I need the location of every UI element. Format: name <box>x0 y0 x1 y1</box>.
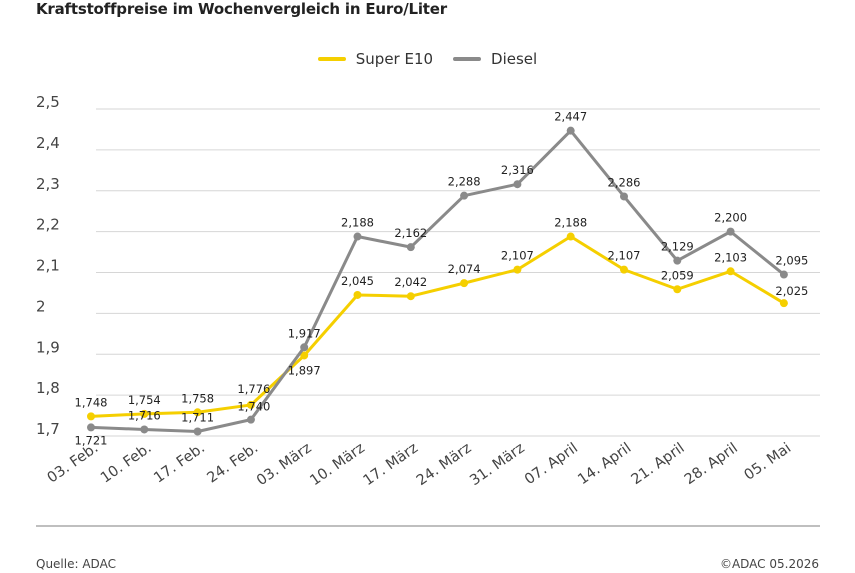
data-label-diesel: 1,711 <box>181 411 214 425</box>
legend: Super E10 Diesel <box>0 50 855 68</box>
data-label-diesel: 2,162 <box>394 226 427 240</box>
y-tick-label: 2,1 <box>36 257 60 275</box>
y-tick-label: 1,8 <box>36 379 60 397</box>
data-label-super: 2,042 <box>394 275 427 289</box>
data-label-super: 2,025 <box>775 284 808 298</box>
data-point-diesel <box>300 343 309 352</box>
data-point-super <box>513 265 522 274</box>
data-label-super: 2,045 <box>341 274 374 288</box>
y-tick-label: 2 <box>36 297 46 315</box>
x-tick-label: 17. März <box>361 440 421 489</box>
data-point-super <box>246 400 255 409</box>
data-point-super <box>193 408 202 417</box>
data-point-diesel <box>246 415 255 424</box>
data-label-diesel: 2,129 <box>661 240 694 254</box>
data-point-diesel <box>460 191 469 200</box>
data-point-diesel <box>779 270 788 279</box>
legend-label-diesel: Diesel <box>491 50 538 68</box>
y-tick-label: 1,9 <box>36 338 60 356</box>
chart-title: Kraftstoffpreise im Wochenvergleich in E… <box>36 0 447 18</box>
y-tick-label: 2,2 <box>36 216 60 234</box>
data-label-diesel: 1,917 <box>288 326 321 340</box>
data-label-diesel: 2,288 <box>448 175 481 189</box>
data-point-super <box>300 351 309 360</box>
data-label-super: 2,074 <box>448 262 481 276</box>
x-tick-label: 21. April <box>629 440 688 488</box>
x-tick-label: 10. März <box>307 440 367 489</box>
data-label-super: 1,754 <box>128 393 161 407</box>
data-point-diesel <box>513 180 522 189</box>
data-label-super: 1,776 <box>237 382 270 396</box>
x-tick-label: 03. März <box>254 440 314 489</box>
data-point-super <box>620 265 628 274</box>
data-point-diesel <box>353 232 362 241</box>
x-tick-label: 14. April <box>575 440 634 488</box>
data-point-super <box>673 285 682 294</box>
data-label-super: 2,107 <box>608 249 641 263</box>
series-line-diesel <box>89 129 786 434</box>
y-tick-label: 1,7 <box>36 420 60 438</box>
x-tick-label: 07. April <box>522 440 581 488</box>
data-label-diesel: 2,447 <box>554 110 587 124</box>
data-label-diesel: 2,188 <box>341 216 374 230</box>
data-label-diesel: 2,316 <box>501 163 534 177</box>
series-line-super <box>89 235 786 418</box>
legend-item-super: Super E10 <box>317 50 434 68</box>
data-label-super: 1,748 <box>75 395 108 409</box>
data-label-super: 1,897 <box>288 363 321 377</box>
y-tick-label: 2,5 <box>36 93 60 111</box>
data-point-super <box>460 279 469 288</box>
data-label-super: 2,059 <box>661 268 694 282</box>
data-label-super: 2,107 <box>501 249 534 263</box>
data-point-diesel <box>620 192 628 201</box>
data-label-diesel: 1,740 <box>237 400 270 414</box>
data-point-super <box>140 409 149 418</box>
data-point-diesel <box>566 126 575 135</box>
copyright-note: ©ADAC 05.2026 <box>719 557 819 571</box>
data-point-diesel <box>193 427 202 436</box>
data-point-super <box>726 267 735 276</box>
data-point-super <box>779 299 788 308</box>
data-point-diesel <box>140 425 149 434</box>
data-label-diesel: 2,095 <box>775 254 808 268</box>
data-label-diesel: 1,716 <box>128 408 161 422</box>
legend-label-super: Super E10 <box>355 50 434 68</box>
data-label-super: 2,103 <box>714 250 747 264</box>
data-label-diesel: 2,286 <box>608 175 641 189</box>
data-point-super <box>353 290 362 299</box>
legend-swatch-super <box>317 57 346 61</box>
data-label-diesel: 2,200 <box>714 211 747 225</box>
data-point-diesel <box>673 256 682 265</box>
data-point-diesel <box>406 243 415 252</box>
x-tick-label: 31. März <box>467 440 527 489</box>
data-label-super: 2,188 <box>554 216 587 230</box>
x-tick-label: 28. April <box>682 440 741 488</box>
y-tick-label: 2,3 <box>36 175 60 193</box>
x-tick-label: 24. März <box>414 440 474 489</box>
x-tick-label: 05. Mai <box>742 440 795 484</box>
legend-item-diesel: Diesel <box>453 50 537 68</box>
data-point-super <box>406 292 415 301</box>
data-point-super <box>87 412 95 421</box>
data-point-diesel <box>726 227 735 236</box>
data-label-diesel: 1,721 <box>75 433 108 447</box>
x-tick-label: 24. Feb. <box>205 440 262 486</box>
data-point-super <box>566 232 575 241</box>
data-point-diesel <box>87 423 95 432</box>
data-label-super: 1,758 <box>181 391 214 405</box>
x-tick-label: 17. Feb. <box>151 440 208 486</box>
source-note: Quelle: ADAC <box>36 557 116 571</box>
y-tick-label: 2,4 <box>36 134 60 152</box>
legend-swatch-diesel <box>453 57 482 61</box>
